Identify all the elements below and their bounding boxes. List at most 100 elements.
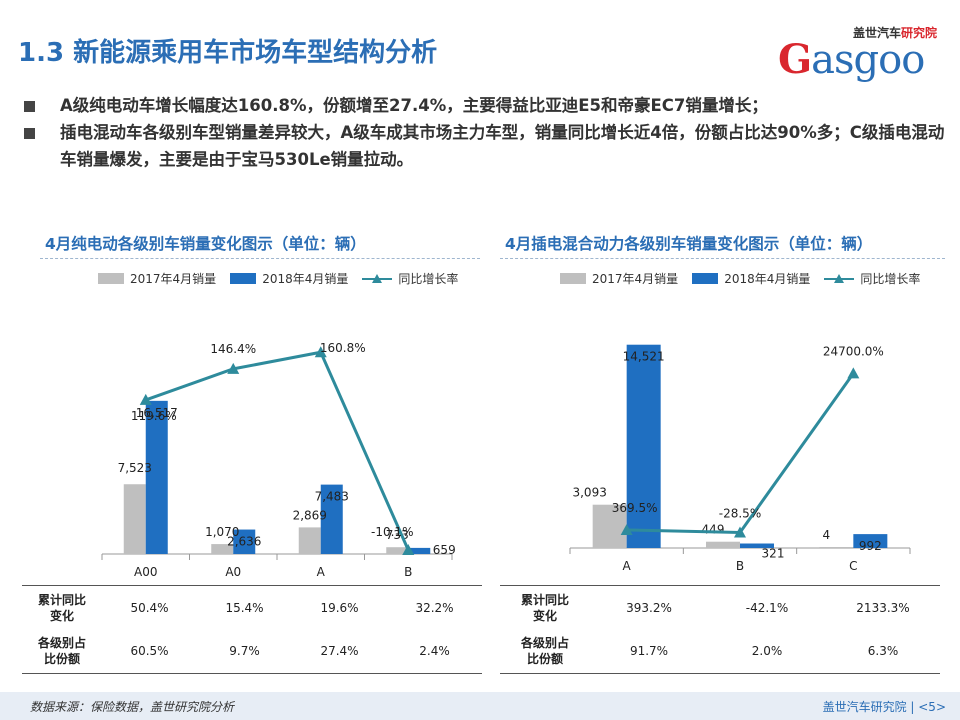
legend-item-2017: 2017年4月销量 [98, 270, 216, 287]
bullet-square-icon [24, 101, 35, 112]
legend-item-2017: 2017年4月销量 [560, 270, 678, 287]
category-tick-label: A0 [225, 565, 241, 579]
growth-rate-line [145, 350, 410, 551]
phev-stats-table: 累计同比 变化 393.2% -42.1% 2133.3% 各级别占 比份额 91.… [500, 585, 940, 674]
table-cell: 2133.3% [826, 585, 940, 630]
bar-2017 [298, 527, 321, 554]
table-cell: 50.4% [102, 585, 197, 630]
growth-rate-point [620, 523, 633, 535]
legend-swatch [230, 273, 257, 284]
legend-item-growth: 同比增长率 [362, 270, 458, 287]
growth-rate-point [227, 362, 240, 374]
data-label-2018: 14,521 [623, 350, 665, 364]
data-label-2017: 4 [823, 528, 831, 542]
category-tick-label: A [317, 565, 326, 579]
legend-item-growth: 同比增长率 [824, 270, 920, 287]
growth-rate-label: 146.4% [210, 342, 256, 356]
category-tick-label: A [623, 559, 632, 573]
footer-brand-page: 盖世汽车研究院 | <5> [822, 700, 946, 714]
data-label-2018: 16,517 [136, 406, 178, 420]
table-cell: 91.7% [590, 629, 708, 674]
row-label: 各级别占 比份额 [22, 629, 102, 674]
table-cell: 2.0% [708, 629, 826, 674]
bar-2018 [408, 547, 431, 554]
bar-2018 [145, 400, 168, 554]
category-tick-label: B [736, 559, 744, 573]
table-cell: 32.2% [387, 585, 482, 630]
growth-rate-point [402, 544, 415, 555]
data-label-2018: 659 [433, 543, 456, 557]
bar-2017 [386, 547, 409, 554]
data-label-2018: 992 [859, 539, 882, 553]
growth-rate-label: 160.8% [320, 341, 366, 355]
bev-stats-table: 累计同比 变化 50.4% 15.4% 19.6% 32.2% 各级别占 比份额 6… [22, 585, 482, 674]
table-cell: 19.6% [292, 585, 387, 630]
data-label-2017: 7,523 [118, 461, 152, 475]
row-label: 累计同比 变化 [22, 585, 102, 630]
bullet-item: A级纯电动车增长幅度达160.8%，份额增至27.4%，主要得益比亚迪E5和帝豪… [22, 92, 947, 119]
legend-swatch [560, 273, 586, 284]
table-row: 各级别占 比份额 60.5% 9.7% 27.4% 2.4% [22, 629, 482, 674]
row-label: 累计同比 变化 [500, 585, 590, 630]
growth-rate-label: 369.5% [612, 501, 658, 515]
page-title: 1.3 新能源乘用车市场车型结构分析 [18, 38, 438, 68]
legend-item-2018: 2018年4月销量 [692, 270, 810, 287]
table-cell: 393.2% [590, 585, 708, 630]
row-label: 各级别占 比份额 [500, 629, 590, 674]
table-row: 累计同比 变化 393.2% -42.1% 2133.3% [500, 585, 940, 630]
bar-2018 [740, 543, 774, 548]
data-label-2018: 7,483 [315, 490, 349, 504]
bar-2017 [592, 504, 627, 548]
chart-legend-phev: 2017年4月销量 2018年4月销量 同比增长率 [560, 270, 934, 287]
gasgoo-logo: 盖世汽车研究院 Gasgoo [760, 20, 945, 83]
growth-rate-point [734, 526, 746, 538]
bar-2017 [819, 547, 854, 548]
data-label-2017: 2,869 [293, 508, 327, 522]
legend-swatch [98, 273, 124, 284]
chart-title-phev: 4月插电混合动力各级别车销量变化图示（单位：辆） [505, 235, 873, 253]
data-label-2017: 449 [702, 523, 725, 537]
chart-title-bev: 4月纯电动各级别车销量变化图示（单位：辆） [45, 235, 366, 253]
legend-line-triangle-icon [362, 273, 393, 283]
growth-rate-label: 119.6% [131, 409, 177, 423]
legend-item-2018: 2018年4月销量 [230, 270, 348, 287]
table-row: 各级别占 比份额 91.7% 2.0% 6.3% [500, 629, 940, 674]
bar-2018 [626, 344, 661, 548]
data-label-2018: 2,636 [227, 535, 261, 549]
growth-rate-label: -10.1% [371, 525, 413, 539]
growth-rate-point [139, 393, 152, 405]
footer-bar: 数据来源：保险数据，盖世研究院分析 盖世汽车研究院 | <5> [0, 692, 960, 720]
table-row: 累计同比 变化 50.4% 15.4% 19.6% 32.2% [22, 585, 482, 630]
growth-rate-point [314, 346, 327, 358]
data-label-2017: 1,070 [205, 525, 239, 539]
growth-rate-label: -28.5% [719, 507, 761, 521]
bullet-list: A级纯电动车增长幅度达160.8%，份额增至27.4%，主要得益比亚迪E5和帝豪… [22, 92, 947, 173]
legend-line-triangle-icon [824, 273, 855, 283]
bev-sales-chart: 7,52316,517A001,0702,636A02,8697,483A733… [101, 341, 456, 579]
bar-2017 [123, 484, 146, 554]
legend-swatch [692, 273, 719, 284]
data-label-2017: 3,093 [572, 486, 606, 500]
category-tick-label: C [849, 559, 857, 573]
table-cell: 60.5% [102, 629, 197, 674]
chart-divider [40, 258, 480, 259]
logo-mark: Gasgoo [778, 36, 925, 83]
table-cell: 6.3% [826, 629, 940, 674]
growth-rate-point [847, 367, 860, 379]
table-cell: -42.1% [708, 585, 826, 630]
chart-legend-bev: 2017年4月销量 2018年4月销量 同比增长率 [98, 270, 472, 287]
data-source-note: 数据来源：保险数据，盖世研究院分析 [30, 700, 235, 714]
bullet-square-icon [24, 128, 35, 139]
bar-2018 [320, 484, 343, 554]
bar-2018 [233, 529, 256, 554]
chart-divider [500, 258, 945, 259]
bar-2017 [706, 541, 740, 548]
category-tick-label: B [404, 565, 412, 579]
table-cell: 9.7% [197, 629, 292, 674]
table-cell: 27.4% [292, 629, 387, 674]
logo-chinese-text: 盖世汽车研究院 [852, 26, 937, 40]
category-tick-label: A00 [134, 565, 157, 579]
table-cell: 15.4% [197, 585, 292, 630]
data-label-2018: 321 [762, 547, 785, 561]
